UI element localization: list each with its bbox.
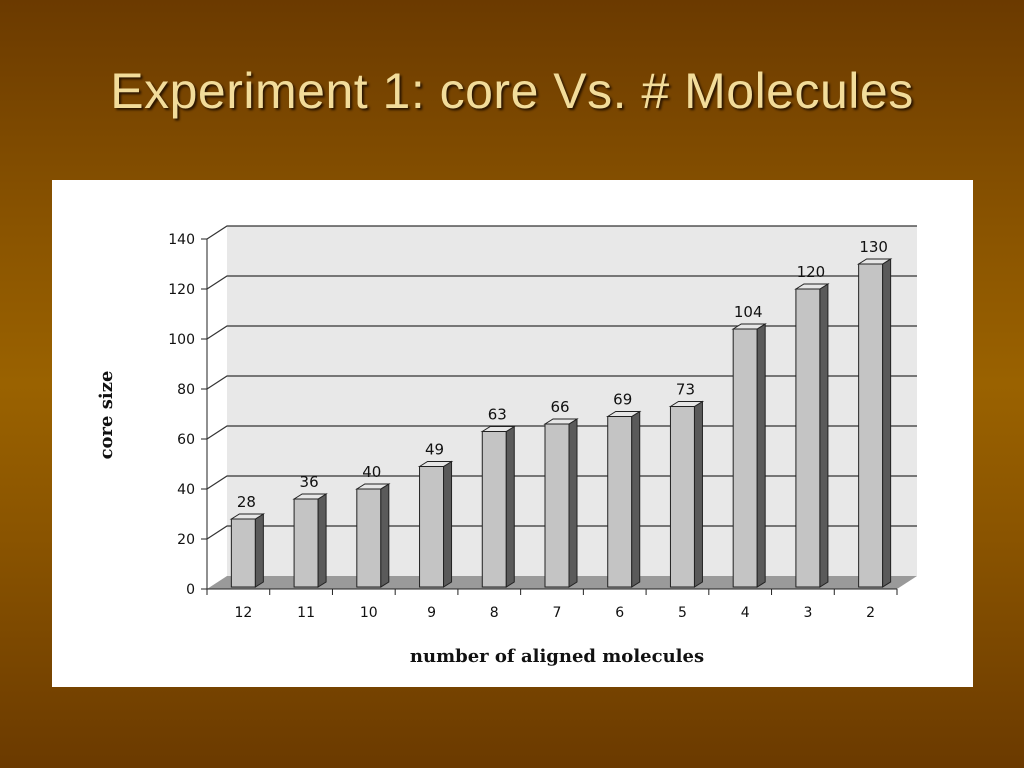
bar-top <box>292 493 328 500</box>
bar-top <box>480 426 517 432</box>
bar-top <box>794 283 830 290</box>
y-tick-label: 20 <box>177 532 195 548</box>
y-tick-label: 120 <box>168 282 195 298</box>
y-tick-label: 40 <box>177 482 195 498</box>
y-axis-title: core size <box>96 371 117 460</box>
bar: 120 <box>794 263 830 588</box>
bar-front <box>230 518 256 588</box>
data-label: 40 <box>362 463 381 481</box>
bar-side <box>819 283 829 588</box>
y-tick-label: 0 <box>186 582 195 598</box>
bar-front <box>858 263 884 588</box>
data-label: 49 <box>425 441 444 459</box>
bar: 63 <box>480 406 517 588</box>
bar-side <box>380 483 390 588</box>
bar: 130 <box>856 238 893 588</box>
bar-top <box>856 258 893 265</box>
bar-front <box>356 488 382 588</box>
bar-side <box>693 400 703 588</box>
bar-front <box>732 328 758 588</box>
bar: 69 <box>605 391 642 588</box>
y-tick-label: 60 <box>177 432 195 448</box>
bar: 40 <box>355 463 391 588</box>
bar: 36 <box>292 473 328 588</box>
bars: 28 36 40 49 63 66 69 73 104 120 130 <box>229 238 893 588</box>
data-label: 69 <box>613 391 632 409</box>
bar-front <box>481 431 507 588</box>
bar-front <box>419 466 445 588</box>
bar-top <box>731 323 767 330</box>
gridline <box>206 225 917 240</box>
data-label: 104 <box>734 303 763 321</box>
gridline <box>206 325 917 340</box>
bar-top <box>605 411 642 417</box>
bar-top <box>417 461 454 467</box>
x-tick-label: 8 <box>490 605 499 621</box>
x-tick-label: 11 <box>297 605 315 621</box>
y-axis-ticks: 0 20 40 60 80 100 120 140 <box>168 232 207 598</box>
y-tick-label: 80 <box>177 382 195 398</box>
data-label: 36 <box>300 473 319 491</box>
bar: 73 <box>668 381 705 588</box>
bar-top <box>543 418 579 425</box>
bar-side <box>254 513 264 588</box>
chart-panel: 0 20 40 60 80 100 120 140 28 36 40 49 63 66 69 73 104 12… <box>52 180 973 687</box>
bar: 104 <box>731 303 767 588</box>
bar-front <box>669 406 695 588</box>
gridline <box>206 275 917 290</box>
bar-front <box>293 498 319 588</box>
bar: 66 <box>543 398 579 588</box>
bar-front <box>795 288 821 588</box>
bar-side <box>443 460 453 588</box>
x-tick-label: 4 <box>741 605 750 621</box>
gridline <box>206 375 917 390</box>
bar-side <box>568 418 578 588</box>
data-label: 130 <box>859 238 888 256</box>
data-label: 63 <box>488 406 507 424</box>
bar-side <box>505 425 515 588</box>
bar-top <box>668 401 705 407</box>
bar: 28 <box>229 493 266 588</box>
x-tick-label: 9 <box>427 605 436 621</box>
x-tick-label: 10 <box>360 605 378 621</box>
x-tick-label: 6 <box>615 605 624 621</box>
bar-front <box>607 416 633 588</box>
x-tick-label: 12 <box>234 605 252 621</box>
data-label: 120 <box>797 263 826 281</box>
x-tick-label: 3 <box>803 605 812 621</box>
data-label: 28 <box>237 493 256 511</box>
bar-front <box>544 423 570 588</box>
x-tick-label: 7 <box>553 605 562 621</box>
data-label: 66 <box>550 398 569 416</box>
bar: 49 <box>417 441 454 588</box>
bar-side <box>317 493 327 588</box>
bar-side <box>756 323 766 588</box>
x-axis-title: number of aligned molecules <box>410 646 704 667</box>
x-tick-label: 5 <box>678 605 687 621</box>
x-axis-ticks: 12 11 10 9 8 7 6 5 4 3 2 <box>206 589 898 621</box>
slide-title: Experiment 1: core Vs. # Molecules <box>110 63 914 119</box>
y-tick-label: 100 <box>168 332 195 348</box>
y-tick-label: 140 <box>168 232 195 248</box>
x-tick-label: 2 <box>866 605 875 621</box>
data-label: 73 <box>676 381 695 399</box>
bar-top <box>229 513 266 520</box>
bar-side <box>882 258 892 588</box>
bar-top <box>355 483 391 490</box>
bar-side <box>631 410 641 588</box>
